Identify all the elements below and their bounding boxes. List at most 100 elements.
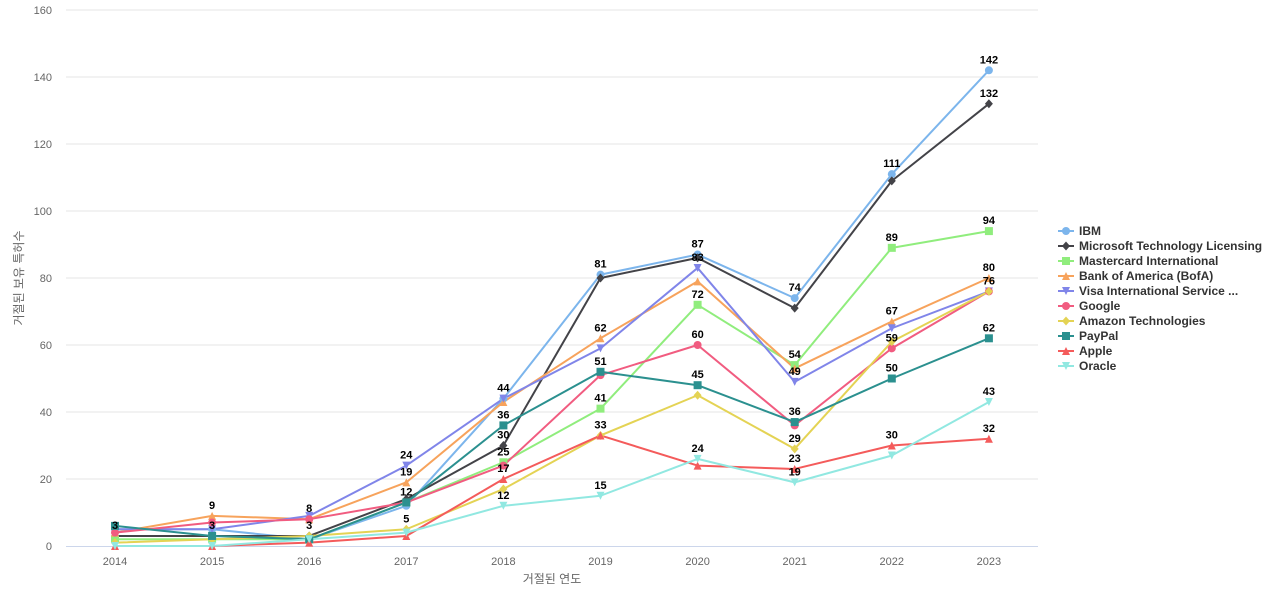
data-point	[693, 454, 702, 463]
legend-item[interactable]: Mastercard International	[1058, 254, 1218, 268]
data-point	[887, 451, 896, 460]
x-tick-label: 2019	[588, 556, 612, 568]
legend-item[interactable]: PayPal	[1058, 329, 1118, 343]
data-point	[693, 277, 702, 286]
legend-marker	[1062, 257, 1070, 265]
legend-item[interactable]: Bank of America (BofA)	[1058, 269, 1213, 283]
data-point	[790, 464, 799, 473]
data-point	[790, 478, 799, 487]
legend-label: Oracle	[1079, 359, 1117, 373]
y-tick-label: 160	[34, 5, 52, 17]
data-label: 3	[306, 520, 312, 532]
data-label: 72	[691, 289, 703, 301]
data-label: 43	[983, 386, 995, 398]
data-point	[111, 542, 119, 550]
data-point	[693, 390, 702, 400]
series-line	[114, 337, 990, 541]
data-point	[499, 484, 508, 494]
legend-item[interactable]: Google	[1058, 299, 1121, 313]
data-label: 51	[594, 356, 606, 368]
data-point	[984, 99, 993, 109]
data-point	[208, 531, 217, 540]
data-label: 41	[594, 393, 606, 405]
data-point	[208, 518, 217, 527]
legend-item[interactable]: Microsoft Technology Licensing	[1058, 239, 1262, 253]
legend-item[interactable]: IBM	[1058, 224, 1101, 238]
data-point	[208, 525, 217, 534]
data-point	[790, 364, 799, 373]
data-label: 60	[691, 329, 703, 341]
y-tick-label: 0	[46, 541, 52, 553]
x-tick-label: 2020	[685, 556, 709, 568]
data-point	[596, 431, 605, 440]
legend-marker	[1062, 227, 1070, 235]
data-label: 30	[886, 430, 898, 442]
data-label: 87	[691, 239, 703, 251]
data-point	[499, 441, 508, 450]
legend-label: Apple	[1079, 344, 1113, 358]
series-line	[114, 290, 990, 544]
x-tick-label: 2014	[103, 556, 127, 568]
x-tick-label: 2018	[491, 556, 515, 568]
data-label: 17	[497, 463, 509, 475]
data-label: 24	[691, 443, 704, 455]
data-label: 33	[594, 419, 606, 431]
series-line	[114, 434, 990, 547]
data-label: 76	[983, 275, 995, 287]
data-point	[887, 317, 896, 326]
data-point	[887, 374, 896, 383]
series-line	[114, 277, 990, 534]
data-point	[208, 542, 217, 550]
legend-item[interactable]: Apple	[1058, 344, 1113, 358]
data-point	[984, 274, 993, 282]
data-label: 19	[400, 466, 412, 478]
y-axis-title: 거절된 보유 특허수	[12, 231, 26, 326]
data-point	[984, 397, 993, 406]
data-point	[402, 478, 411, 487]
legend-item[interactable]: Oracle	[1058, 359, 1117, 373]
legend-label: Visa International Service ...	[1079, 284, 1238, 298]
data-point	[402, 461, 411, 470]
data-point	[887, 243, 896, 252]
series-line	[114, 290, 990, 534]
data-point	[887, 176, 896, 186]
data-point	[402, 528, 411, 537]
legend-item[interactable]: Amazon Technologies	[1058, 314, 1206, 328]
x-tick-label: 2021	[782, 556, 806, 568]
data-label: 81	[594, 259, 606, 271]
legend-label: Google	[1079, 299, 1121, 313]
data-point	[887, 324, 896, 333]
legend-marker	[1062, 302, 1070, 310]
legend-item[interactable]: Visa International Service ...	[1058, 284, 1238, 298]
data-point	[596, 344, 605, 353]
data-label: 62	[983, 322, 995, 334]
legend-label: Mastercard International	[1079, 254, 1218, 268]
y-tick-label: 100	[34, 206, 52, 218]
data-label: 30	[497, 430, 509, 442]
data-label: 94	[983, 215, 996, 227]
data-point	[693, 253, 702, 263]
y-tick-label: 120	[34, 139, 52, 151]
data-point	[984, 434, 993, 443]
data-point	[305, 515, 314, 524]
data-label: 3	[112, 520, 118, 532]
series-lines	[114, 69, 990, 547]
data-point	[596, 273, 605, 283]
y-tick-label: 40	[40, 407, 52, 419]
legend-label: Microsoft Technology Licensing	[1079, 239, 1262, 253]
data-point	[790, 377, 799, 386]
data-point	[499, 475, 508, 483]
legend-marker	[1062, 287, 1070, 295]
series-line	[114, 230, 990, 541]
x-tick-label: 2016	[297, 556, 321, 568]
series-line	[114, 102, 990, 537]
data-label: 29	[789, 433, 801, 445]
data-label: 5	[403, 513, 409, 525]
data-label: 132	[980, 88, 998, 100]
legend-marker	[1062, 332, 1070, 340]
data-point	[499, 394, 508, 403]
data-label: 80	[983, 262, 995, 274]
data-label: 24	[400, 450, 413, 462]
